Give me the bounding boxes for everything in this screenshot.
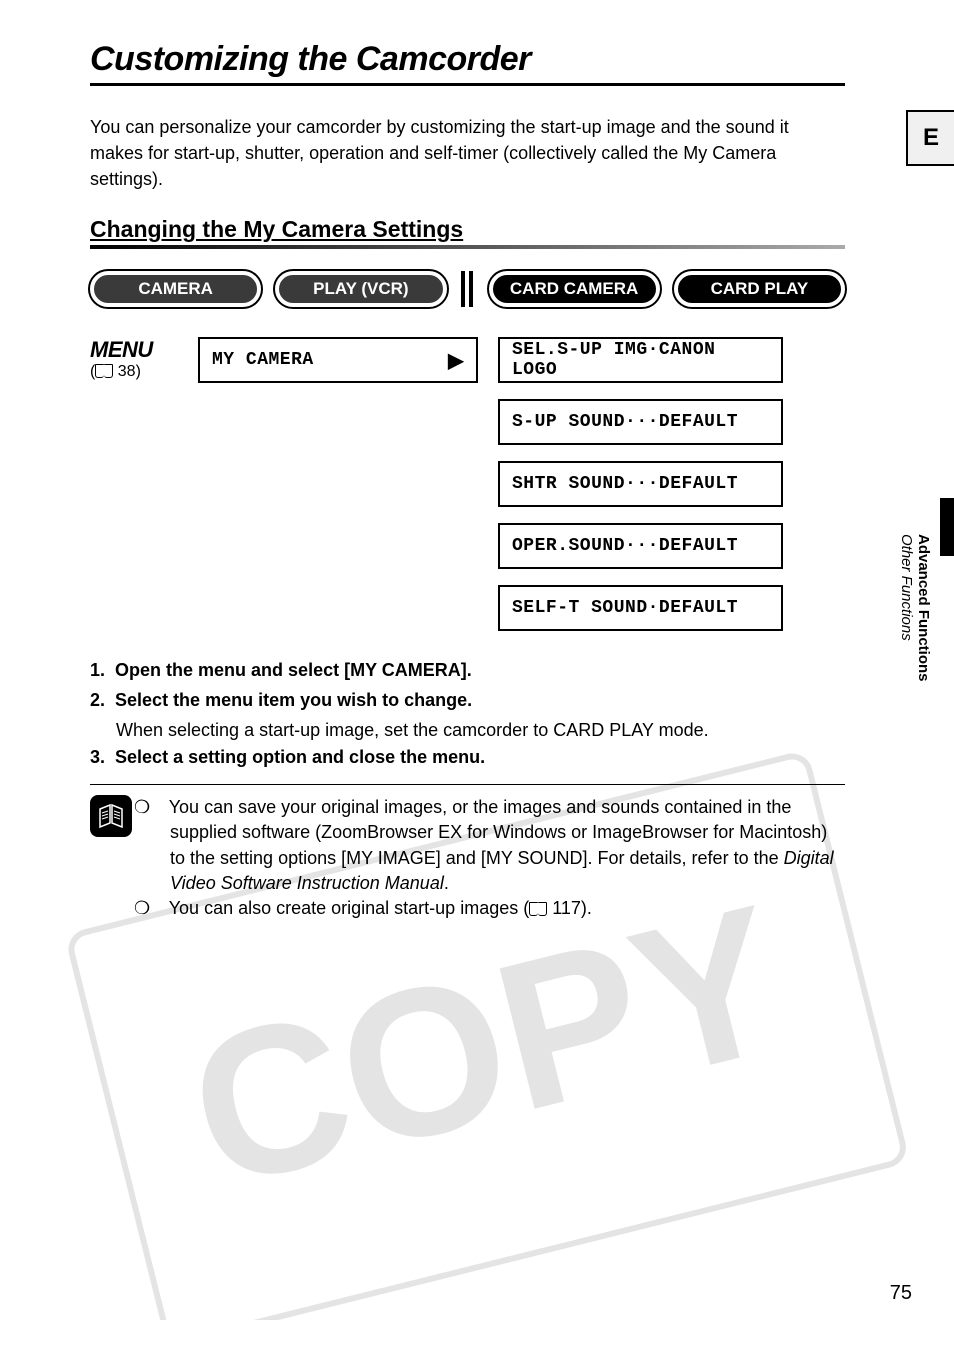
- book-icon: [95, 364, 113, 378]
- menu-label-block: MENU ( 38): [90, 337, 180, 381]
- section-rule: [90, 245, 845, 249]
- step-1: 1. Open the menu and select [MY CAMERA].: [90, 657, 845, 683]
- mode-play-vcr: PLAY (VCR): [275, 271, 446, 307]
- setting-shutter-sound: SHTR SOUND···DEFAULT: [498, 461, 783, 507]
- book-icon: [529, 902, 547, 916]
- note-divider: [90, 784, 845, 786]
- menu-box-my-camera: MY CAMERA ▶: [198, 337, 478, 383]
- menu-title: MENU: [90, 337, 180, 363]
- note-icon: [90, 795, 132, 837]
- mode-row: CAMERA PLAY (VCR) CARD CAMERA CARD PLAY: [90, 271, 845, 307]
- menu-first-label: MY CAMERA: [212, 350, 314, 370]
- mode-camera: CAMERA: [90, 271, 261, 307]
- mode-card-play: CARD PLAY: [674, 271, 845, 307]
- setting-selftimer-sound: SELF-T SOUND·DEFAULT: [498, 585, 783, 631]
- note-item-1: ❍ You can save your original images, or …: [152, 795, 845, 896]
- arrow-right-icon: ▶: [448, 348, 464, 373]
- side-tab-marker: [940, 498, 954, 556]
- step-2: 2. Select the menu item you wish to chan…: [90, 687, 845, 713]
- title-rule: [90, 83, 845, 86]
- language-tab: E: [906, 110, 954, 166]
- menu-reference: ( 38): [90, 363, 180, 381]
- mode-separator: [461, 271, 475, 307]
- intro-paragraph: You can personalize your camcorder by cu…: [90, 114, 830, 192]
- menu-ref-num: 38: [118, 363, 136, 380]
- step-3: 3. Select a setting option and close the…: [90, 744, 845, 770]
- note-item-2: ❍ You can also create original start-up …: [152, 896, 845, 921]
- mode-card-camera: CARD CAMERA: [489, 271, 660, 307]
- settings-column: SEL.S-UP IMG·CANON LOGO S-UP SOUND···DEF…: [498, 337, 783, 631]
- side-label: Advanced Functions Other Functions: [898, 534, 932, 682]
- page-number: 75: [890, 1282, 912, 1305]
- setting-operation-sound: OPER.SOUND···DEFAULT: [498, 523, 783, 569]
- steps-list: 1. Open the menu and select [MY CAMERA].…: [90, 657, 845, 769]
- notes-block: ❍ You can save your original images, or …: [90, 795, 845, 921]
- menu-row: MENU ( 38) MY CAMERA ▶ SEL.S-UP IMG·CANO…: [90, 337, 845, 631]
- step-2-sub: When selecting a start-up image, set the…: [90, 717, 845, 743]
- setting-startup-sound: S-UP SOUND···DEFAULT: [498, 399, 783, 445]
- section-heading: Changing the My Camera Settings: [90, 216, 864, 243]
- setting-startup-img: SEL.S-UP IMG·CANON LOGO: [498, 337, 783, 383]
- page-title: Customizing the Camcorder: [90, 40, 864, 79]
